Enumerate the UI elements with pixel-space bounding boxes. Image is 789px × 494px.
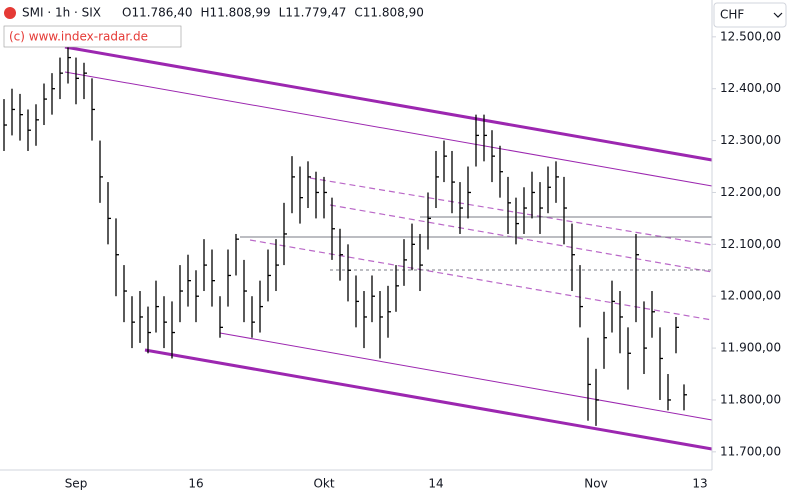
- x-tick-label: 14: [428, 477, 443, 491]
- channel-top: [64, 45, 713, 162]
- y-tick-label: 11.800,00: [720, 392, 781, 406]
- dashed-line: [329, 204, 713, 273]
- ohlc-value: H11.808,99: [201, 6, 271, 20]
- x-tick-label: 16: [188, 477, 203, 491]
- dashed-line: [309, 177, 713, 246]
- annotation-box: [3, 25, 182, 48]
- currency-select[interactable]: CHF: [713, 2, 787, 28]
- x-tick-label: Okt: [313, 477, 334, 491]
- y-axis: 11.700,00 11.800,00 11.900,00 12.000,00 12.1…: [712, 29, 781, 458]
- y-tick-label: 12.500,00: [720, 29, 781, 43]
- currency-box[interactable]: [713, 2, 787, 28]
- y-tick-label: 12.300,00: [720, 133, 781, 147]
- x-tick-label: Nov: [584, 477, 607, 491]
- channel-line: [219, 332, 713, 421]
- symbol-icon: [4, 7, 16, 19]
- y-tick-label: 12.100,00: [720, 237, 781, 251]
- channel-line: [64, 71, 713, 187]
- trend-lines: [64, 45, 713, 451]
- header: SMI · 1h · SIX O11.786,40 H11.808,99 L11.7…: [3, 6, 424, 48]
- ohlc-value: O11.786,40: [122, 6, 193, 20]
- ohlc-value: L11.779,47: [279, 6, 347, 20]
- annotation: (c) www.index-radar.de: [9, 30, 148, 44]
- x-tick-label: Sep: [65, 477, 88, 491]
- x-axis: Sep 16 Okt 14 Nov 13: [65, 477, 708, 491]
- y-tick-label: 12.400,00: [720, 81, 781, 95]
- y-tick-label: 12.200,00: [720, 185, 781, 199]
- channel-bottom: [144, 348, 713, 451]
- y-tick-label: 11.900,00: [720, 341, 781, 355]
- currency[interactable]: CHF: [720, 8, 744, 22]
- chevron: [773, 12, 783, 18]
- ohlc-value: C11.808,90: [354, 6, 423, 20]
- y-tick-label: 11.700,00: [720, 444, 781, 458]
- ohlc-values: O11.786,40 H11.808,99 L11.779,47 C11.808,90: [122, 6, 424, 20]
- y-tick-label: 12.000,00: [720, 289, 781, 303]
- symbol-title: SMI · 1h · SIX: [22, 6, 101, 20]
- price-bars: [3, 47, 687, 426]
- x-tick-label: 13: [692, 477, 707, 491]
- dashed-line: [249, 239, 713, 321]
